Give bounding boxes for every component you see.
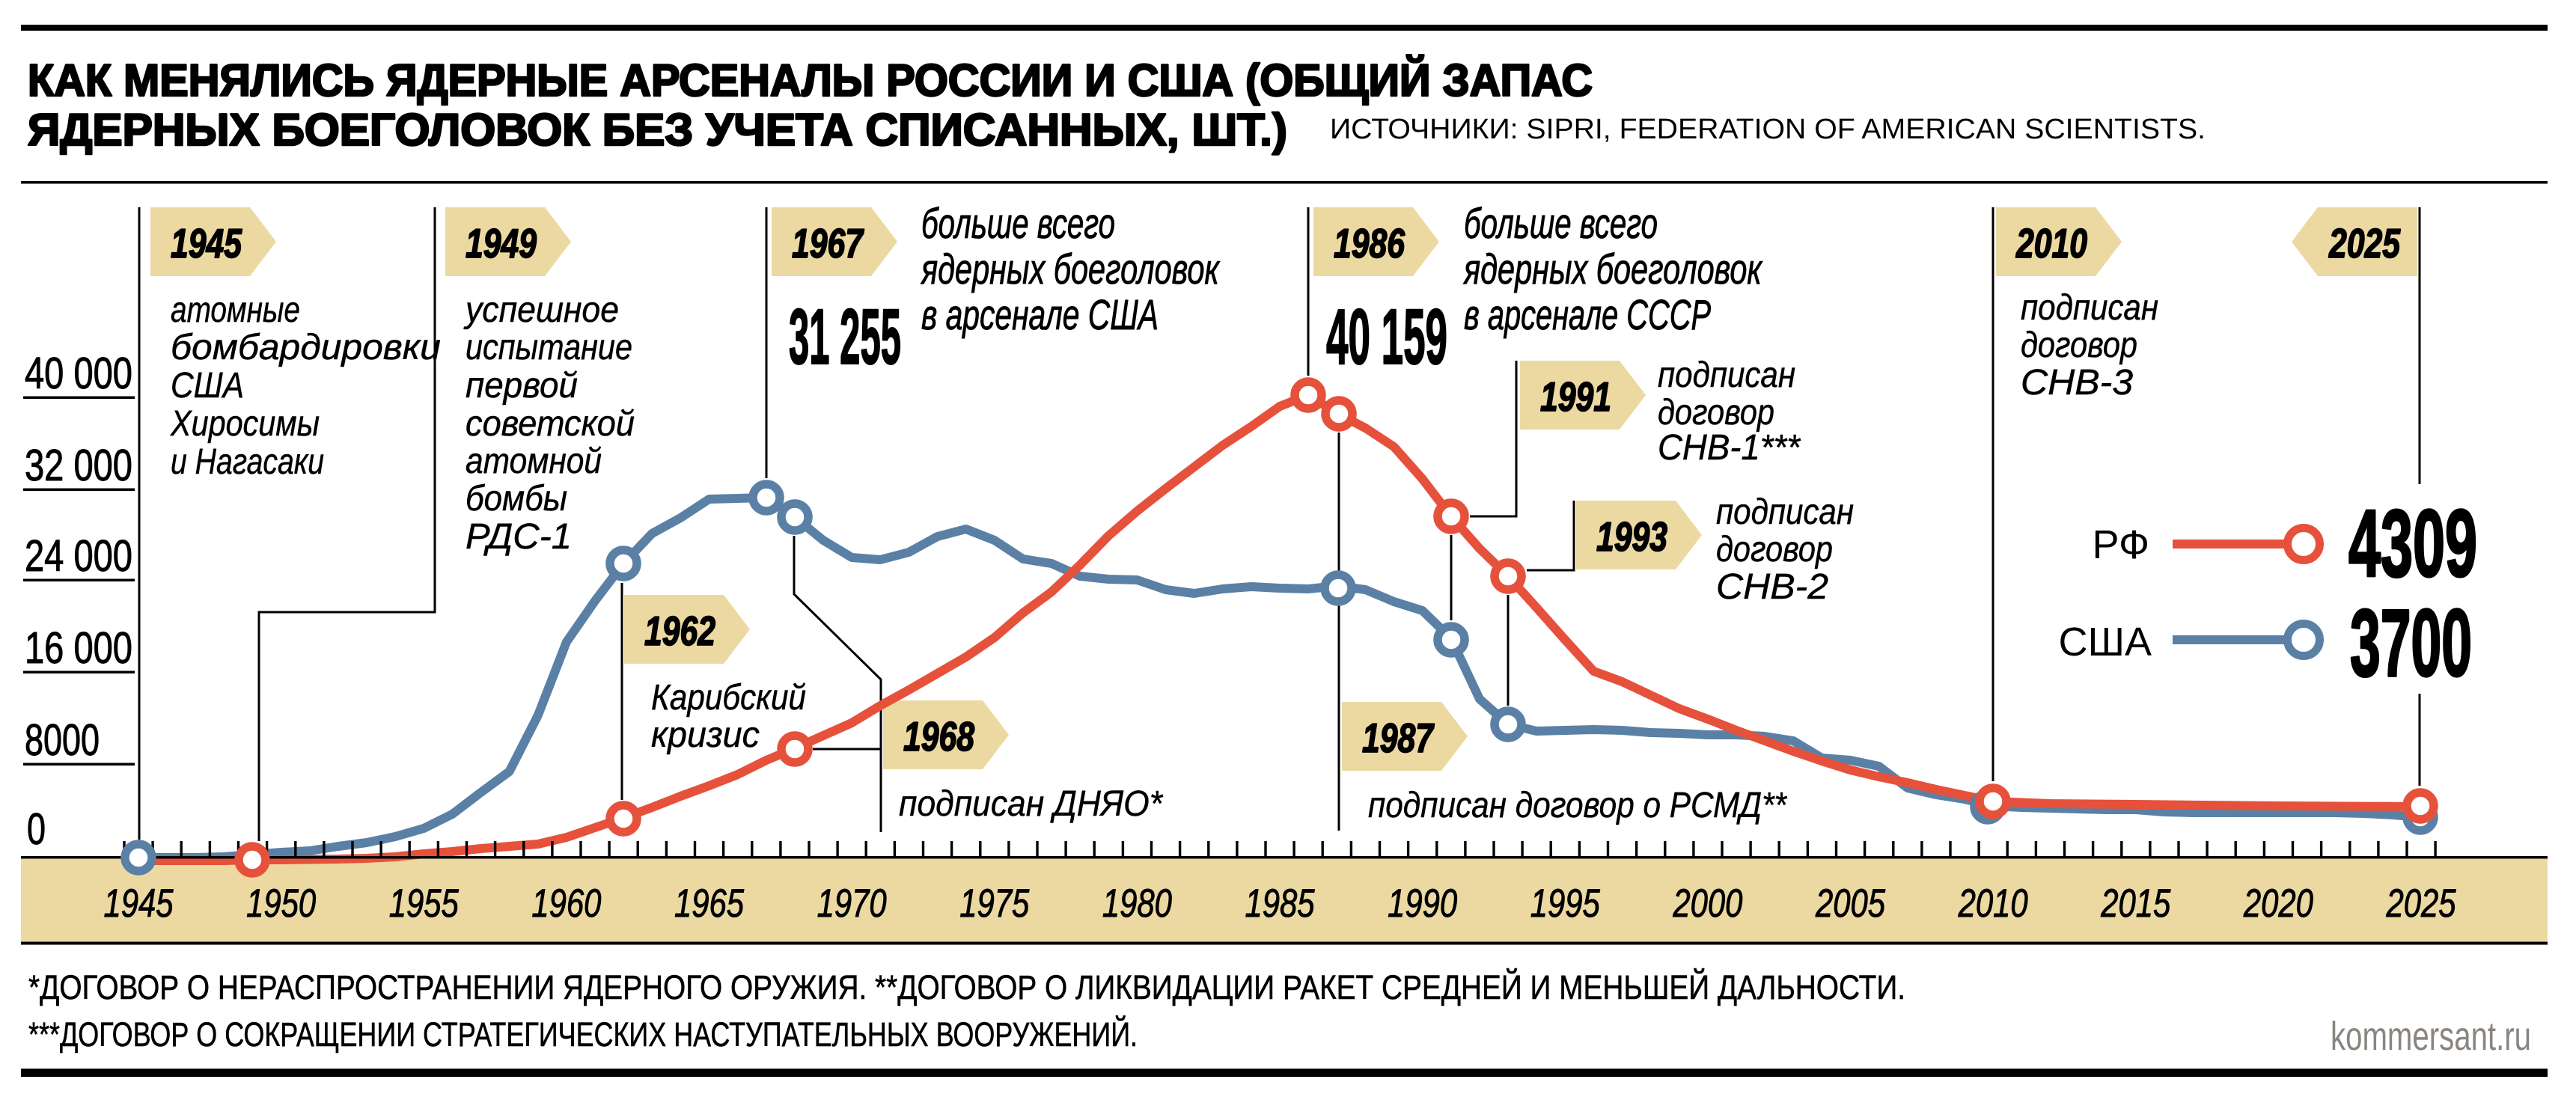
svg-text:1968: 1968 bbox=[903, 713, 974, 760]
svg-text:***ДОГОВОР О СОКРАЩЕНИИ СТРАТЕ: ***ДОГОВОР О СОКРАЩЕНИИ СТРАТЕГИЧЕСКИХ Н… bbox=[28, 1015, 1138, 1054]
svg-text:подписан: подписан bbox=[2021, 288, 2158, 328]
svg-text:1960: 1960 bbox=[531, 882, 601, 926]
svg-text:США: США bbox=[2058, 620, 2152, 664]
svg-text:32 000: 32 000 bbox=[25, 441, 132, 490]
svg-text:16 000: 16 000 bbox=[25, 623, 132, 673]
svg-text:в арсенале США: в арсенале США bbox=[921, 291, 1159, 339]
svg-text:40 159: 40 159 bbox=[1326, 293, 1447, 381]
svg-text:kommersant.ru: kommersant.ru bbox=[2331, 1014, 2531, 1059]
svg-text:1970: 1970 bbox=[817, 882, 887, 926]
svg-text:1990: 1990 bbox=[1388, 882, 1457, 926]
svg-text:СНВ-3: СНВ-3 bbox=[2021, 363, 2133, 403]
svg-text:РДС-1: РДС-1 bbox=[466, 517, 572, 557]
svg-text:подписан: подписан bbox=[1658, 355, 1795, 395]
svg-text:ЯДЕРНЫХ БОЕГОЛОВОК БЕЗ УЧЕТА С: ЯДЕРНЫХ БОЕГОЛОВОК БЕЗ УЧЕТА СПИСАННЫХ, … bbox=[28, 105, 1287, 155]
svg-text:8000: 8000 bbox=[25, 715, 100, 765]
svg-text:1962: 1962 bbox=[644, 608, 715, 654]
svg-text:2010: 2010 bbox=[2015, 220, 2087, 266]
svg-text:Карибский: Карибский bbox=[651, 678, 806, 718]
svg-text:*ДОГОВОР О НЕРАСПРОСТРАНЕНИИ Я: *ДОГОВОР О НЕРАСПРОСТРАНЕНИИ ЯДЕРНОГО ОР… bbox=[28, 968, 1905, 1006]
svg-text:договор: договор bbox=[2021, 326, 2137, 365]
svg-text:больше всего: больше всего bbox=[921, 200, 1115, 248]
svg-text:атомные: атомные bbox=[171, 290, 300, 330]
svg-text:1980: 1980 bbox=[1102, 882, 1172, 926]
svg-text:31 255: 31 255 bbox=[789, 293, 901, 381]
svg-text:24 000: 24 000 bbox=[25, 531, 132, 581]
svg-text:КАК МЕНЯЛИСЬ ЯДЕРНЫЕ АРСЕНАЛЫ: КАК МЕНЯЛИСЬ ЯДЕРНЫЕ АРСЕНАЛЫ РОССИИ И С… bbox=[28, 55, 1593, 106]
svg-text:испытание: испытание bbox=[466, 328, 632, 367]
svg-text:2000: 2000 bbox=[1673, 882, 1743, 926]
svg-text:1987: 1987 bbox=[1362, 715, 1435, 761]
svg-text:1986: 1986 bbox=[1334, 220, 1405, 266]
svg-text:40 000: 40 000 bbox=[25, 349, 132, 398]
svg-text:атомной: атомной bbox=[466, 442, 602, 481]
svg-text:1949: 1949 bbox=[466, 220, 537, 266]
svg-text:СНВ-1***: СНВ-1*** bbox=[1658, 428, 1801, 468]
svg-text:договор: договор bbox=[1716, 530, 1833, 569]
svg-text:договор: договор bbox=[1658, 393, 1774, 433]
svg-text:2010: 2010 bbox=[1958, 882, 2028, 926]
svg-text:2005: 2005 bbox=[1815, 882, 1885, 926]
svg-text:подписан договор о РСМД**: подписан договор о РСМД** bbox=[1368, 786, 1787, 825]
svg-text:2025: 2025 bbox=[2386, 882, 2456, 926]
svg-text:ядерных боеголовок: ядерных боеголовок bbox=[921, 245, 1221, 293]
svg-text:СНВ-2: СНВ-2 bbox=[1716, 567, 1828, 607]
svg-text:первой: первой bbox=[466, 366, 578, 406]
svg-text:США: США bbox=[171, 366, 244, 406]
svg-text:1950: 1950 bbox=[246, 882, 316, 926]
svg-text:советской: советской bbox=[466, 404, 635, 444]
svg-text:1955: 1955 bbox=[389, 882, 459, 926]
svg-text:2025: 2025 bbox=[2328, 220, 2401, 266]
svg-text:1993: 1993 bbox=[1596, 513, 1667, 560]
svg-text:1967: 1967 bbox=[792, 220, 864, 266]
svg-text:2020: 2020 bbox=[2243, 882, 2313, 926]
svg-text:4309: 4309 bbox=[2348, 490, 2477, 596]
svg-text:1985: 1985 bbox=[1245, 882, 1315, 926]
svg-text:1945: 1945 bbox=[171, 220, 242, 266]
svg-text:успешное: успешное bbox=[463, 290, 619, 330]
svg-text:ядерных боеголовок: ядерных боеголовок bbox=[1463, 245, 1763, 293]
svg-text:3700: 3700 bbox=[2350, 590, 2472, 696]
svg-text:2015: 2015 bbox=[2101, 882, 2171, 926]
svg-text:Хиросимы: Хиросимы bbox=[170, 404, 320, 444]
svg-text:0: 0 bbox=[27, 804, 46, 854]
svg-text:кризис: кризис bbox=[651, 715, 760, 755]
svg-text:в арсенале СССР: в арсенале СССР bbox=[1464, 291, 1711, 339]
svg-text:1995: 1995 bbox=[1530, 882, 1600, 926]
svg-text:подписан: подписан bbox=[1716, 492, 1854, 532]
svg-text:1991: 1991 bbox=[1540, 373, 1611, 420]
svg-text:1965: 1965 bbox=[674, 882, 744, 926]
svg-text:больше всего: больше всего bbox=[1464, 200, 1658, 248]
svg-text:бомбы: бомбы bbox=[466, 479, 567, 519]
svg-text:бомбардировки: бомбардировки bbox=[171, 328, 441, 367]
svg-text:1945: 1945 bbox=[104, 882, 174, 926]
svg-text:ИСТОЧНИКИ: SIPRI, FEDERATION O: ИСТОЧНИКИ: SIPRI, FEDERATION OF AMERICAN… bbox=[1330, 114, 2206, 145]
svg-text:1975: 1975 bbox=[959, 882, 1029, 926]
svg-text:и Нагасаки: и Нагасаки bbox=[171, 442, 324, 482]
svg-text:РФ: РФ bbox=[2093, 522, 2149, 567]
svg-text:подписан ДНЯО*: подписан ДНЯО* bbox=[899, 784, 1163, 824]
